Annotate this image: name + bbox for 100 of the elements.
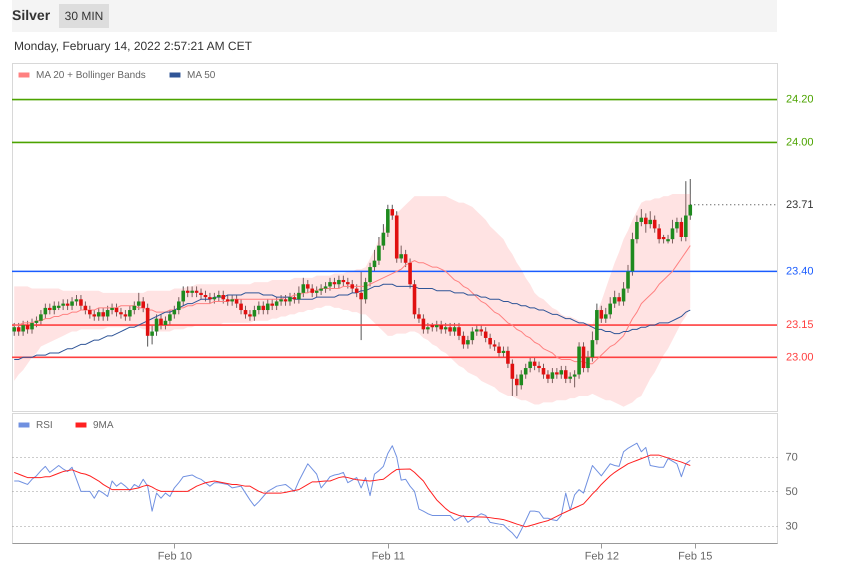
candlestick (306, 279, 310, 294)
candlestick (186, 286, 190, 298)
candlestick (12, 322, 16, 336)
candlestick (266, 298, 270, 315)
ref-line-label: 24.00 (786, 136, 814, 148)
candlestick (332, 277, 336, 290)
candlestick (635, 215, 639, 244)
candlestick (34, 316, 38, 328)
ref-line-label: 23.15 (786, 319, 814, 332)
candlestick (314, 286, 318, 298)
candlestick (600, 305, 604, 324)
candlestick (16, 322, 20, 336)
candlestick (319, 284, 323, 296)
line-series (14, 454, 691, 528)
candlestick (284, 294, 288, 306)
candlestick (528, 356, 532, 373)
candlestick (497, 342, 501, 358)
candlestick (626, 264, 630, 294)
candlestick (257, 300, 261, 315)
line-series (14, 442, 691, 539)
y-tick-label: 30 (786, 520, 798, 532)
candlestick (532, 356, 536, 371)
candlestick (675, 217, 679, 234)
candlestick (368, 262, 372, 287)
candlestick (652, 215, 656, 234)
candlestick (261, 300, 266, 315)
ref-line-label: 23.00 (786, 351, 814, 364)
candlestick (359, 270, 363, 341)
candlestick (70, 296, 74, 311)
candlestick (617, 292, 621, 306)
candlestick (92, 310, 96, 322)
candlestick (488, 333, 492, 350)
candlestick (484, 326, 488, 343)
candlestick (30, 318, 34, 334)
candlestick (350, 279, 354, 294)
candlestick (492, 340, 496, 352)
candlestick (390, 204, 394, 220)
candlestick (204, 290, 208, 302)
text: Monday, February 14, 2022 2:57:21 AM CET (14, 39, 253, 53)
candlestick (244, 305, 248, 320)
x-tick-label: Feb 10 (158, 550, 192, 562)
candlestick (194, 286, 198, 298)
candlestick (154, 314, 158, 336)
candlestick (502, 346, 506, 358)
candlestick (101, 307, 105, 322)
candlestick (506, 346, 510, 369)
candlestick (555, 368, 559, 380)
candlestick (44, 303, 48, 320)
candlestick (466, 335, 470, 350)
candlestick (270, 298, 274, 311)
ref-line-label: 24.20 (786, 94, 814, 106)
candlestick (288, 292, 292, 306)
candlestick (208, 292, 212, 304)
candlestick (324, 282, 328, 294)
candlestick (462, 331, 466, 350)
chart-subtitle: 30 MIN (64, 9, 104, 23)
candlestick (39, 310, 43, 326)
candlestick (479, 324, 484, 336)
legend-label: 9MA (93, 420, 114, 431)
chart-title: Silver (12, 7, 51, 23)
candlestick (84, 300, 88, 315)
candlestick (422, 314, 426, 334)
candlestick (159, 314, 163, 330)
candlestick (434, 320, 439, 332)
candlestick (52, 300, 56, 315)
x-tick-label: Feb 12 (584, 550, 619, 562)
candlestick (150, 324, 154, 345)
y-tick-label: 70 (786, 451, 798, 464)
candlestick (546, 370, 550, 384)
candlestick (26, 320, 30, 334)
candlestick (439, 320, 443, 334)
candlestick (364, 277, 368, 304)
candlestick (79, 294, 83, 311)
ref-line-label: 23.40 (786, 265, 814, 278)
candlestick (239, 298, 243, 315)
candlestick (568, 372, 572, 384)
candlestick (452, 322, 456, 336)
candlestick (519, 370, 524, 390)
candlestick (474, 324, 479, 336)
candlestick (226, 294, 230, 306)
candlestick (221, 290, 226, 304)
candlestick (470, 326, 474, 345)
candlestick (234, 294, 238, 308)
candlestick (680, 217, 684, 242)
candlestick (648, 210, 652, 229)
candlestick (537, 361, 541, 373)
candlestick (88, 305, 92, 320)
candlestick (550, 368, 554, 384)
candlestick (176, 296, 181, 315)
candlestick (386, 204, 390, 238)
candlestick (399, 245, 403, 264)
candlestick (354, 284, 358, 298)
candlestick (279, 294, 283, 306)
candlestick (168, 310, 172, 326)
candlestick (61, 298, 65, 311)
candlestick (377, 236, 381, 266)
candlestick (559, 365, 564, 380)
candlestick (252, 305, 256, 322)
legend-label: RSI (36, 420, 53, 431)
candlestick (212, 292, 216, 304)
